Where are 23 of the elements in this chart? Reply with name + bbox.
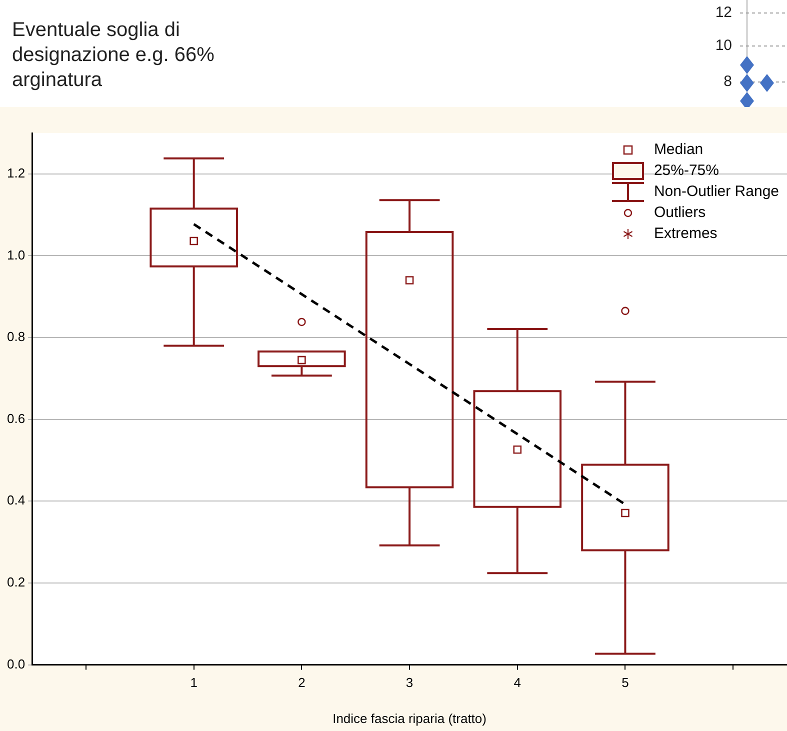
- annotation: Outliers: [654, 204, 706, 221]
- x-tick-label: 4: [514, 675, 521, 690]
- y-tick-label: 0.6: [6, 410, 26, 426]
- x-tick-label: 1: [190, 675, 198, 690]
- y-tick-label: 0.2: [6, 574, 26, 590]
- annotation: 25%-75%: [654, 162, 719, 179]
- x-tick-label: 5: [622, 675, 629, 690]
- x-tick-label: 3: [406, 675, 414, 690]
- annotation: Extremes: [654, 225, 718, 242]
- x-tick-label: 2: [298, 675, 306, 690]
- text: 10: [715, 37, 732, 55]
- annotation: Median: [654, 141, 704, 158]
- x-axis-title: Indice fascia riparia (tratto): [332, 710, 486, 726]
- text: 8: [724, 73, 732, 91]
- text: 12: [715, 4, 732, 22]
- annotation: Non-Outlier Range: [654, 183, 779, 200]
- y-tick-label: 0.0: [6, 656, 26, 672]
- chart-title: Eventuale soglia di designazione e.g. 66% arginatura: [12, 18, 216, 93]
- y-tick-label: 0.8: [6, 329, 26, 344]
- y-tick-label: 1.2: [6, 165, 26, 180]
- y-tick-label: 0.4: [6, 492, 26, 508]
- line-series: [192, 222, 626, 506]
- y-tick-label: 1.0: [6, 247, 26, 262]
